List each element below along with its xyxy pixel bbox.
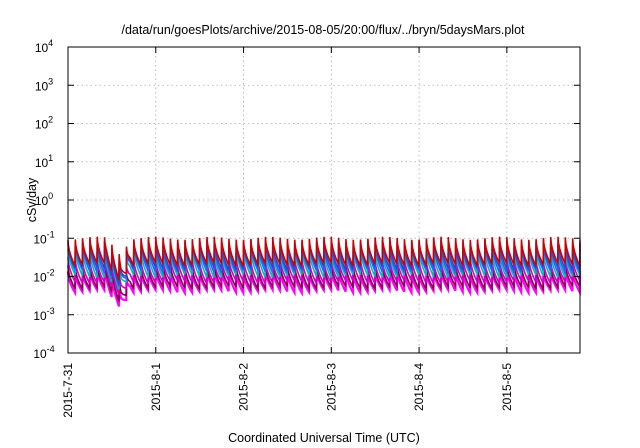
data-series — [66, 236, 582, 307]
y-tick-label: 101 — [35, 153, 53, 170]
y-tick-exponent: 2 — [48, 115, 53, 125]
x-tick-label: 2015-8-1 — [149, 363, 163, 411]
x-tick-label: 2015-8-4 — [412, 363, 426, 411]
y-tick-base: 10 — [33, 347, 47, 361]
y-tick-exponent: -4 — [47, 344, 55, 354]
y-tick-base: 10 — [35, 79, 49, 93]
y-tick-exponent: -1 — [47, 229, 55, 239]
x-tick-label: 2015-7-31 — [61, 363, 75, 418]
y-tick-label: 10-3 — [33, 306, 54, 323]
y-tick-label: 100 — [35, 191, 53, 208]
y-tick-label: 10-2 — [33, 268, 54, 285]
y-tick-label: 103 — [35, 76, 53, 93]
series-line — [67, 236, 581, 281]
y-tick-exponent: -3 — [47, 306, 55, 316]
y-tick-label: 10-4 — [33, 344, 54, 361]
grid-lines — [68, 47, 580, 353]
y-tick-base: 10 — [33, 271, 47, 285]
y-axis-label: cSv/day — [25, 177, 39, 222]
y-tick-exponent: -2 — [47, 268, 55, 278]
x-tick-label: 2015-8-5 — [500, 363, 514, 411]
x-axis-ticks: 2015-7-31 2015-8-1 2015-8-2 2015-8-3 2015-8-… — [61, 47, 514, 418]
chart-title: /data/run/goesPlots/archive/2015-08-05/2… — [121, 23, 525, 37]
y-tick-base: 10 — [35, 118, 49, 132]
y-tick-base: 10 — [35, 194, 49, 208]
y-tick-exponent: 3 — [48, 76, 53, 86]
y-tick-label: 102 — [35, 115, 53, 132]
x-tick-label: 2015-8-3 — [324, 363, 338, 411]
y-tick-exponent: 1 — [48, 153, 53, 163]
y-tick-base: 10 — [33, 309, 47, 323]
x-tick-label: 2015-8-2 — [237, 363, 251, 411]
x-axis-label: Coordinated Universal Time (UTC) — [228, 431, 420, 445]
y-tick-exponent: 0 — [48, 191, 53, 201]
y-tick-base: 10 — [35, 156, 49, 170]
y-tick-base: 10 — [33, 232, 47, 246]
y-tick-exponent: 4 — [48, 38, 53, 48]
y-tick-label: 104 — [35, 38, 53, 55]
y-tick-label: 10-1 — [33, 229, 54, 246]
y-tick-base: 10 — [35, 41, 49, 55]
